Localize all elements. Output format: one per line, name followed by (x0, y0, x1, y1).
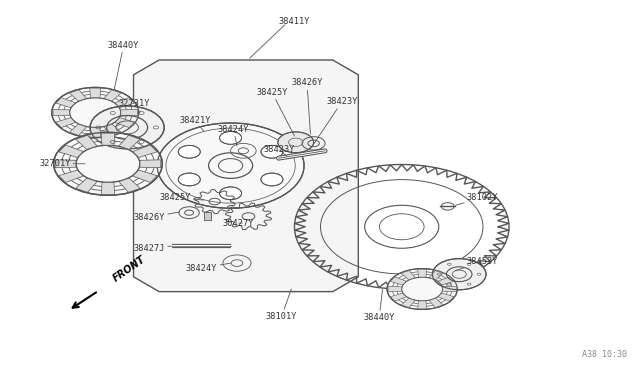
Text: 38426Y: 38426Y (291, 78, 323, 134)
Text: A38 10:30: A38 10:30 (582, 350, 627, 359)
Polygon shape (104, 124, 121, 135)
Polygon shape (101, 182, 115, 195)
Circle shape (261, 173, 283, 186)
Polygon shape (59, 145, 83, 157)
Text: 38101Y: 38101Y (266, 289, 298, 321)
Polygon shape (76, 135, 97, 150)
Circle shape (261, 145, 283, 158)
Text: 38453Y: 38453Y (456, 257, 499, 270)
Polygon shape (438, 277, 454, 285)
Text: 38440Y: 38440Y (108, 41, 140, 89)
Text: 38440Y: 38440Y (364, 289, 395, 322)
Polygon shape (401, 270, 415, 280)
Text: 38423Y: 38423Y (314, 97, 358, 144)
Text: 38426Y: 38426Y (134, 212, 179, 222)
Circle shape (52, 87, 139, 138)
Polygon shape (101, 133, 115, 145)
Text: 38425Y: 38425Y (256, 88, 294, 136)
Polygon shape (429, 298, 443, 308)
Polygon shape (90, 88, 100, 98)
Text: 38427J: 38427J (134, 244, 172, 253)
Polygon shape (104, 90, 121, 101)
Circle shape (54, 132, 163, 195)
Polygon shape (132, 145, 157, 157)
Polygon shape (119, 135, 140, 150)
Polygon shape (140, 160, 161, 168)
Polygon shape (121, 109, 138, 116)
Text: 38425Y: 38425Y (159, 193, 204, 202)
Polygon shape (56, 97, 76, 108)
Circle shape (178, 173, 200, 186)
Polygon shape (69, 124, 86, 135)
Circle shape (220, 187, 242, 200)
Circle shape (387, 269, 458, 310)
FancyBboxPatch shape (204, 212, 211, 220)
Polygon shape (76, 178, 97, 192)
Polygon shape (438, 293, 454, 301)
Circle shape (90, 106, 164, 149)
Polygon shape (132, 170, 157, 183)
Text: 32701Y: 32701Y (39, 159, 85, 168)
Circle shape (278, 132, 314, 153)
Polygon shape (390, 293, 406, 301)
Polygon shape (115, 97, 134, 108)
Polygon shape (134, 60, 358, 292)
Text: 32731Y: 32731Y (119, 99, 150, 113)
Polygon shape (90, 128, 100, 137)
Circle shape (433, 259, 486, 290)
Circle shape (157, 123, 304, 208)
Text: 38423Y: 38423Y (264, 145, 295, 156)
Text: 38424Y: 38424Y (218, 125, 250, 146)
Polygon shape (53, 109, 70, 116)
Polygon shape (69, 90, 86, 101)
Text: 38411Y: 38411Y (278, 17, 310, 26)
Text: 38102Y: 38102Y (456, 193, 499, 205)
Polygon shape (401, 298, 415, 308)
Circle shape (220, 132, 242, 144)
Polygon shape (55, 160, 76, 168)
Circle shape (178, 145, 200, 158)
Polygon shape (115, 118, 134, 128)
Polygon shape (443, 286, 456, 292)
Text: FRONT: FRONT (111, 254, 147, 283)
Polygon shape (59, 170, 83, 183)
Polygon shape (429, 270, 443, 280)
Text: 30427Y: 30427Y (223, 219, 255, 228)
Polygon shape (418, 301, 427, 309)
Polygon shape (390, 277, 406, 285)
Text: 38424Y: 38424Y (186, 263, 230, 273)
Polygon shape (388, 286, 402, 292)
Polygon shape (56, 118, 76, 128)
Polygon shape (418, 269, 427, 277)
Text: 38421Y: 38421Y (179, 116, 211, 131)
Polygon shape (119, 178, 140, 192)
